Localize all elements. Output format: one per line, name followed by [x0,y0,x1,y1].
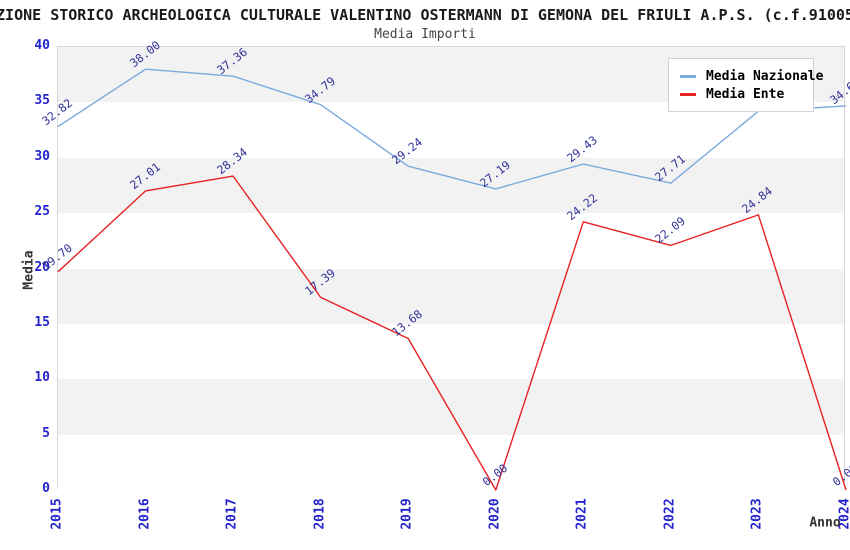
x-tick: 2016 [137,498,153,530]
page-title: ZIONE STORICO ARCHEOLOGICA CULTURALE VAL… [0,6,850,24]
y-tick: 35 [34,93,50,109]
grid-band [58,434,844,490]
y-tick: 5 [42,425,50,441]
grid-band [58,268,844,324]
x-tick: 2020 [487,498,503,530]
x-tick: 2022 [662,498,678,530]
legend-label-media-ente: Media Ente [706,86,785,102]
y-tick: 0 [42,481,50,496]
y-tick: 10 [34,370,50,386]
y-tick: 25 [34,204,50,220]
y-tick: 30 [34,148,50,164]
legend-label-media-nazionale: Media Nazionale [706,68,824,84]
x-tick: 2023 [749,498,765,530]
plot-area [57,46,847,491]
x-tick: 2018 [312,498,328,530]
legend-item-media-ente: Media Ente [680,86,803,102]
x-tick: 2019 [399,498,415,530]
y-axis-label: Media [21,250,37,290]
y-tick: 15 [34,314,50,330]
chart-title: Media Importi [374,27,476,42]
y-tick: 20 [34,259,50,275]
y-tick: 40 [34,38,50,53]
series-lines [57,68,847,491]
grid-band [58,379,844,435]
grid-band [58,157,844,214]
x-tick: 2015 [49,498,65,530]
legend-item-media-nazionale: Media Nazionale [680,68,823,84]
line-swatch-media-nazionale-icon [680,74,696,78]
grid-band [58,323,844,380]
x-axis-label: Anno [809,515,841,531]
line-media-ente [57,175,847,491]
x-tick: 2021 [574,498,590,530]
legend: Media Nazionale Media Ente [668,58,823,112]
grid-band [58,213,844,269]
line-media-nazionale [57,68,847,190]
line-swatch-media-ente-icon [680,92,696,96]
x-tick: 2017 [224,498,240,530]
